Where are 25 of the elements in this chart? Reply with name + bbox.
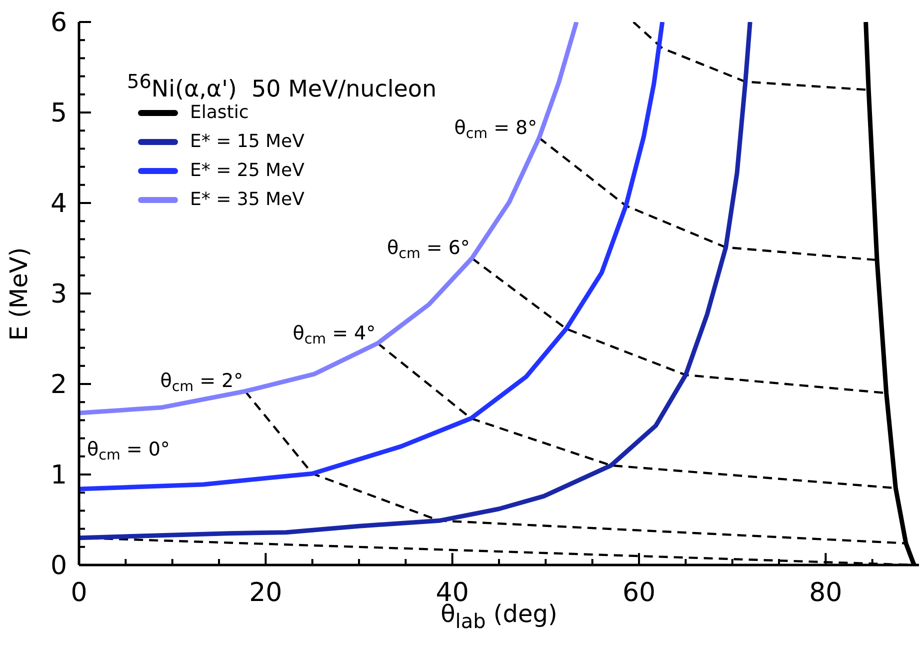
- annotation: θ$_{cm}$ = 6°: [386, 237, 470, 262]
- line-series: [79, 22, 752, 540]
- y-tick-label: 2: [50, 370, 67, 400]
- legend-label: E* = 25 MeV: [190, 160, 304, 181]
- y-axis-title: E (MeV): [5, 246, 33, 342]
- y-tick-label: 0: [50, 551, 67, 581]
- x-tick-label: 0: [70, 578, 88, 608]
- x-tick-label: 60: [622, 578, 656, 608]
- legend-label: E* = 35 MeV: [190, 189, 304, 210]
- y-tick-label: 3: [50, 280, 67, 310]
- line-series: [79, 22, 579, 416]
- annotation: θ$_{cm}$ = 8°: [454, 116, 538, 142]
- annotation: θ$_{cm}$ = 2°: [160, 370, 244, 396]
- y-tick-label: 5: [50, 98, 67, 128]
- x-tick-label: 80: [809, 578, 842, 608]
- y-tick-label: 6: [50, 8, 67, 38]
- annotation: θ$_{cm}$ = 4°: [292, 322, 376, 348]
- legend-label: Elastic: [190, 102, 249, 123]
- y-tick-label: 4: [50, 189, 67, 219]
- text: $^{56}$Ni(α,α') 50 MeV/nucleon: [127, 70, 437, 103]
- line-series: [79, 22, 665, 492]
- y-tick-label: 1: [50, 460, 67, 490]
- legend-label: E* = 15 MeV: [190, 131, 304, 152]
- annotation: θ$_{cm}$ = 0°: [87, 438, 170, 464]
- x-tick-label: 20: [249, 578, 282, 608]
